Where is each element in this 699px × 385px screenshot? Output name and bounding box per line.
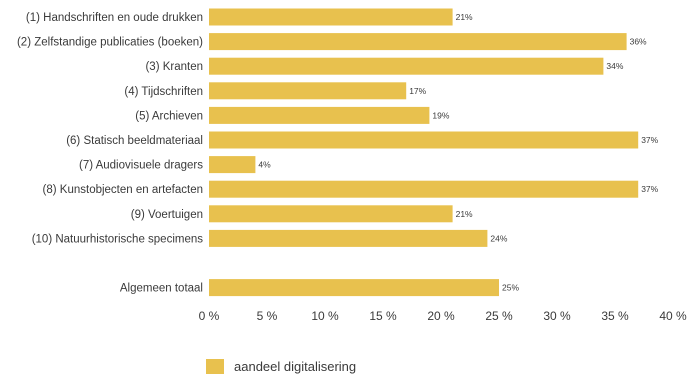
x-tick-label: 0 % — [199, 309, 220, 323]
data-label: 25% — [502, 283, 519, 293]
x-tick-label: 25 % — [485, 309, 513, 323]
data-label: 21% — [456, 209, 473, 219]
data-label: 36% — [630, 37, 647, 47]
category-label: (3) Kranten — [145, 61, 203, 73]
bar — [209, 8, 453, 26]
bar — [209, 33, 627, 51]
data-label: 24% — [490, 233, 507, 243]
x-tick-label: 35 % — [601, 309, 629, 323]
data-label: 17% — [409, 86, 426, 96]
category-label: (2) Zelfstandige publicaties (boeken) — [17, 37, 203, 49]
x-tick-label: 20 % — [427, 309, 455, 323]
bar — [209, 131, 639, 149]
bar — [209, 82, 407, 100]
category-label: Algemeen totaal — [120, 283, 203, 295]
category-label: (10) Natuurhistorische specimens — [32, 233, 204, 245]
data-label: 34% — [606, 61, 623, 71]
data-label: 37% — [641, 184, 658, 194]
data-label: 37% — [641, 135, 658, 145]
category-label: (6) Statisch beeldmateriaal — [66, 135, 203, 147]
legend-swatch — [206, 358, 224, 374]
bar — [209, 180, 639, 198]
category-label: (7) Audiovisuele dragers — [79, 160, 203, 172]
category-label: (9) Voertuigen — [131, 209, 203, 221]
x-tick-label: 5 % — [257, 309, 278, 323]
bar — [209, 57, 604, 75]
legend: aandeel digitalisering — [206, 356, 356, 376]
x-tick-label: 10 % — [311, 309, 339, 323]
category-label: (5) Archieven — [135, 110, 203, 122]
bar — [209, 229, 488, 247]
x-tick-label: 15 % — [369, 309, 397, 323]
legend-label: aandeel digitalisering — [234, 358, 357, 374]
bar — [209, 106, 430, 124]
category-label: (1) Handschriften en oude drukken — [26, 12, 203, 24]
bar — [209, 279, 499, 297]
x-tick-label: 30 % — [543, 309, 571, 323]
category-label: (4) Tijdschriften — [124, 86, 203, 98]
x-tick-label: 40 % — [659, 309, 687, 323]
data-label: 19% — [432, 110, 449, 120]
data-label: 21% — [456, 12, 473, 22]
bar — [209, 205, 453, 223]
bar — [209, 156, 256, 174]
data-label: 4% — [258, 160, 271, 170]
category-label: (8) Kunstobjecten en artefacten — [43, 184, 203, 196]
